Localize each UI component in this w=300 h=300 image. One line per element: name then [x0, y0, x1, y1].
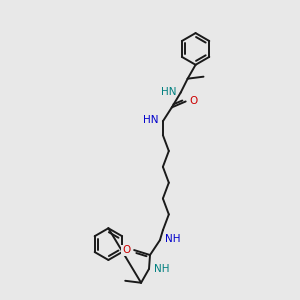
Text: NH: NH: [165, 234, 180, 244]
Text: O: O: [122, 245, 130, 255]
Text: HN: HN: [143, 115, 159, 125]
Text: NH: NH: [154, 264, 170, 274]
Text: HN: HN: [161, 86, 177, 97]
Text: O: O: [190, 97, 198, 106]
